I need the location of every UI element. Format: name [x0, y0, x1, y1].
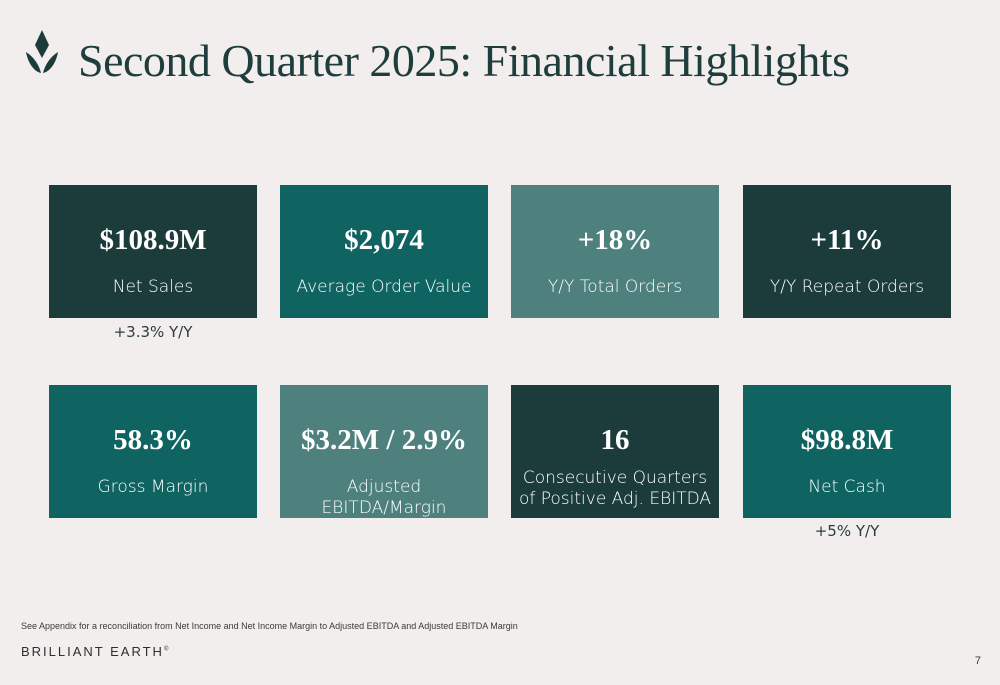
- brand-registered-mark: ®: [163, 646, 169, 653]
- brand-name: BRILLIANT EARTH: [21, 644, 164, 659]
- kpi-card-total-orders: +18% Y/Y Total Orders: [511, 185, 719, 318]
- kpi-card-average-order-value: $2,074 Average Order Value: [280, 185, 488, 318]
- kpi-value: 58.3%: [113, 424, 193, 456]
- kpi-card-gross-margin: 58.3% Gross Margin: [49, 385, 257, 518]
- kpi-value: $108.9M: [99, 224, 207, 256]
- kpi-card-net-cash: $98.8M Net Cash: [743, 385, 951, 518]
- page-title: Second Quarter 2025: Financial Highlight…: [78, 35, 850, 86]
- footnote: See Appendix for a reconciliation from N…: [21, 621, 518, 631]
- kpi-label: Average Order Value: [296, 277, 472, 297]
- kpi-value: +18%: [577, 224, 653, 256]
- brilliant-earth-leaf-icon: [26, 30, 58, 73]
- kpi-label: Consecutive Quarters of Positive Adj. EB…: [518, 468, 712, 509]
- kpi-label: Y/Y Total Orders: [547, 277, 683, 297]
- kpi-card-adjusted-ebitda: $3.2M / 2.9% Adjusted EBITDA/Margin: [280, 385, 488, 518]
- kpi-value: 16: [600, 424, 630, 456]
- kpi-card-consecutive-quarters: 16 Consecutive Quarters of Positive Adj.…: [511, 385, 719, 518]
- kpi-card-net-sales: $108.9M Net Sales: [49, 185, 257, 318]
- kpi-sub-net-sales: +3.3% Y/Y: [113, 323, 193, 341]
- kpi-label: Gross Margin: [97, 477, 209, 497]
- kpi-value: +11%: [810, 224, 884, 256]
- kpi-label: Adjusted EBITDA/Margin: [321, 477, 447, 518]
- kpi-value: $2,074: [344, 224, 424, 256]
- kpi-value: $98.8M: [800, 424, 894, 456]
- kpi-card-repeat-orders: +11% Y/Y Repeat Orders: [743, 185, 951, 318]
- page-number: 7: [974, 655, 981, 667]
- kpi-label: Y/Y Repeat Orders: [769, 277, 925, 297]
- kpi-label: Net Cash: [808, 477, 886, 497]
- brand-logo: BRILLIANT EARTH®: [21, 644, 168, 659]
- kpi-label: Net Sales: [112, 277, 194, 297]
- kpi-sub-net-cash: +5% Y/Y: [814, 522, 880, 540]
- kpi-value: $3.2M / 2.9%: [301, 424, 467, 456]
